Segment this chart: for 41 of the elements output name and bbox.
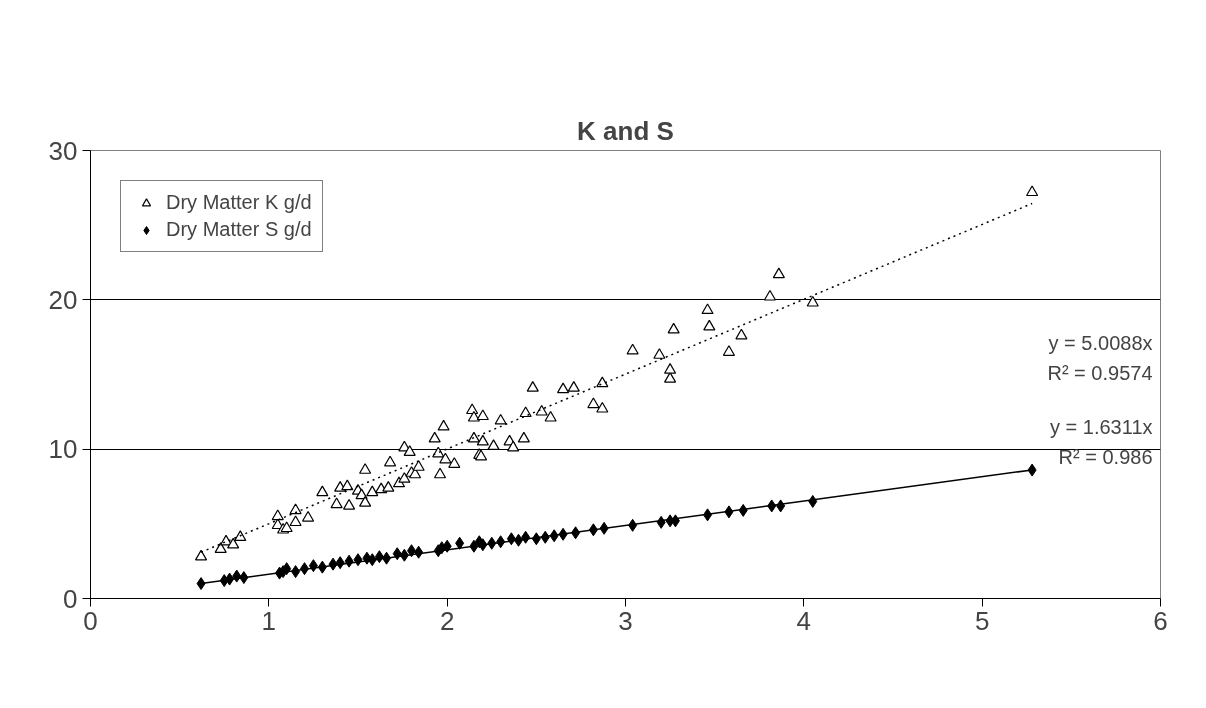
point bbox=[588, 523, 598, 537]
chart-title: K and S bbox=[577, 115, 674, 146]
point bbox=[656, 515, 666, 529]
point bbox=[282, 562, 292, 576]
point bbox=[455, 536, 465, 550]
annotation: R² = 0.986 bbox=[1058, 445, 1153, 468]
x-tick-label: 3 bbox=[618, 605, 633, 636]
legend-label: Dry Matter S g/d bbox=[166, 218, 312, 241]
annotation: R² = 0.9574 bbox=[1047, 361, 1153, 384]
point bbox=[1027, 463, 1037, 477]
annotation: y = 1.6311x bbox=[1050, 415, 1153, 438]
y-tick-label: 20 bbox=[48, 284, 78, 315]
x-tick-label: 2 bbox=[439, 605, 455, 636]
point bbox=[506, 532, 516, 546]
point bbox=[328, 557, 338, 571]
point bbox=[344, 554, 354, 568]
x-tick-label: 4 bbox=[796, 605, 812, 636]
point bbox=[392, 547, 402, 561]
x-tick-label: 0 bbox=[83, 605, 98, 636]
point bbox=[196, 577, 206, 591]
legend-label: Dry Matter K g/d bbox=[166, 191, 312, 214]
point bbox=[335, 556, 345, 570]
x-tick-label: 6 bbox=[1153, 605, 1168, 636]
point bbox=[808, 494, 818, 508]
annotation: y = 5.0088x bbox=[1048, 331, 1153, 354]
x-tick-label: 1 bbox=[261, 605, 277, 636]
y-tick-label: 0 bbox=[63, 583, 78, 614]
y-tick-label: 30 bbox=[48, 135, 78, 166]
point bbox=[738, 503, 748, 517]
point bbox=[487, 536, 497, 550]
point bbox=[531, 532, 541, 546]
point bbox=[353, 553, 363, 567]
x-tick-label: 5 bbox=[974, 605, 990, 636]
point bbox=[414, 545, 424, 559]
point bbox=[317, 560, 327, 574]
y-tick-label: 10 bbox=[48, 434, 78, 465]
point bbox=[521, 530, 531, 544]
point bbox=[308, 559, 318, 573]
point bbox=[670, 514, 680, 528]
point bbox=[442, 539, 452, 553]
point bbox=[558, 527, 568, 541]
